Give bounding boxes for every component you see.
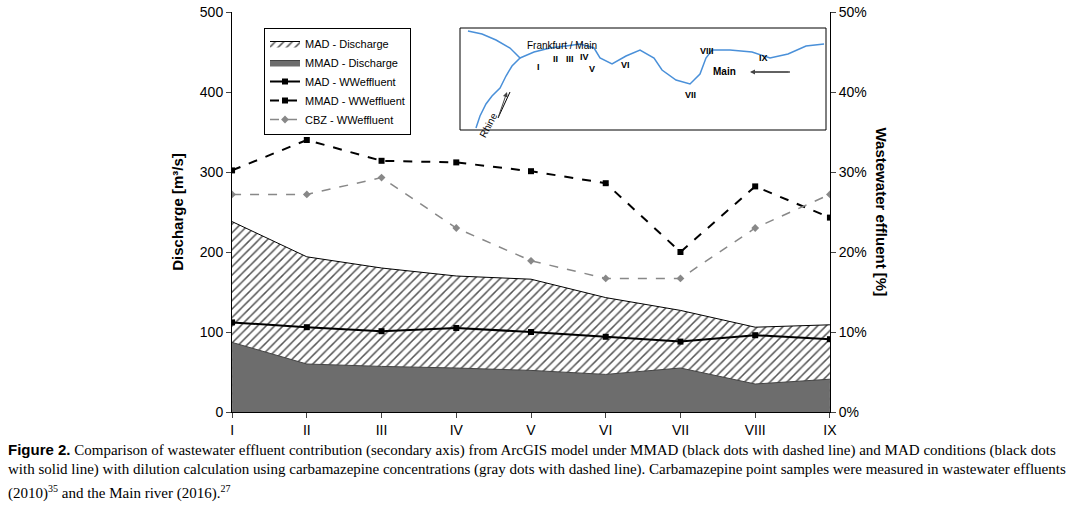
svg-text:Main: Main [713, 66, 736, 77]
svg-text:VIII: VIII [745, 422, 766, 436]
svg-text:50%: 50% [839, 4, 867, 20]
svg-text:MAD - WWeffluent: MAD - WWeffluent [305, 76, 396, 88]
svg-text:Discharge [m³/s]: Discharge [m³/s] [169, 153, 186, 271]
svg-text:I: I [230, 422, 234, 436]
svg-text:IV: IV [450, 422, 464, 436]
svg-text:200: 200 [200, 244, 224, 260]
svg-text:400: 400 [200, 84, 224, 100]
svg-text:0: 0 [215, 404, 223, 420]
svg-text:300: 300 [200, 164, 224, 180]
svg-text:VI: VI [621, 60, 630, 70]
svg-text:IV: IV [580, 52, 589, 62]
svg-text:I: I [537, 62, 540, 72]
svg-text:IX: IX [823, 422, 837, 436]
svg-text:MAD - Discharge: MAD - Discharge [305, 38, 389, 50]
svg-text:MMAD - WWeffluent: MMAD - WWeffluent [305, 95, 405, 107]
svg-text:II: II [303, 422, 311, 436]
svg-text:30%: 30% [839, 164, 867, 180]
svg-text:III: III [566, 54, 574, 64]
svg-text:V: V [589, 64, 595, 74]
svg-text:0%: 0% [839, 404, 859, 420]
svg-text:CBZ - WWeffluent: CBZ - WWeffluent [305, 114, 393, 126]
svg-text:IX: IX [759, 53, 768, 63]
svg-text:III: III [376, 422, 388, 436]
html-text:Figure 2. Comparison of wastew: Figure 2. Comparison of wastewater efflu… [8, 441, 1066, 501]
svg-text:VIII: VIII [700, 46, 714, 56]
svg-text:100: 100 [200, 324, 224, 340]
svg-text:V: V [526, 422, 536, 436]
svg-text:Wastewater effluent [%]: Wastewater effluent [%] [873, 128, 890, 297]
svg-text:500: 500 [200, 4, 224, 20]
svg-text:10%: 10% [839, 324, 867, 340]
svg-text:20%: 20% [839, 244, 867, 260]
svg-text:II: II [553, 54, 558, 64]
svg-text:VII: VII [685, 90, 696, 100]
svg-text:VII: VII [672, 422, 689, 436]
svg-text:Rhine: Rhine [477, 111, 499, 140]
svg-text:MMAD - Discharge: MMAD - Discharge [305, 57, 398, 69]
svg-text:Frankfurt / Main: Frankfurt / Main [527, 40, 597, 51]
svg-text:40%: 40% [839, 84, 867, 100]
svg-text:VI: VI [599, 422, 612, 436]
